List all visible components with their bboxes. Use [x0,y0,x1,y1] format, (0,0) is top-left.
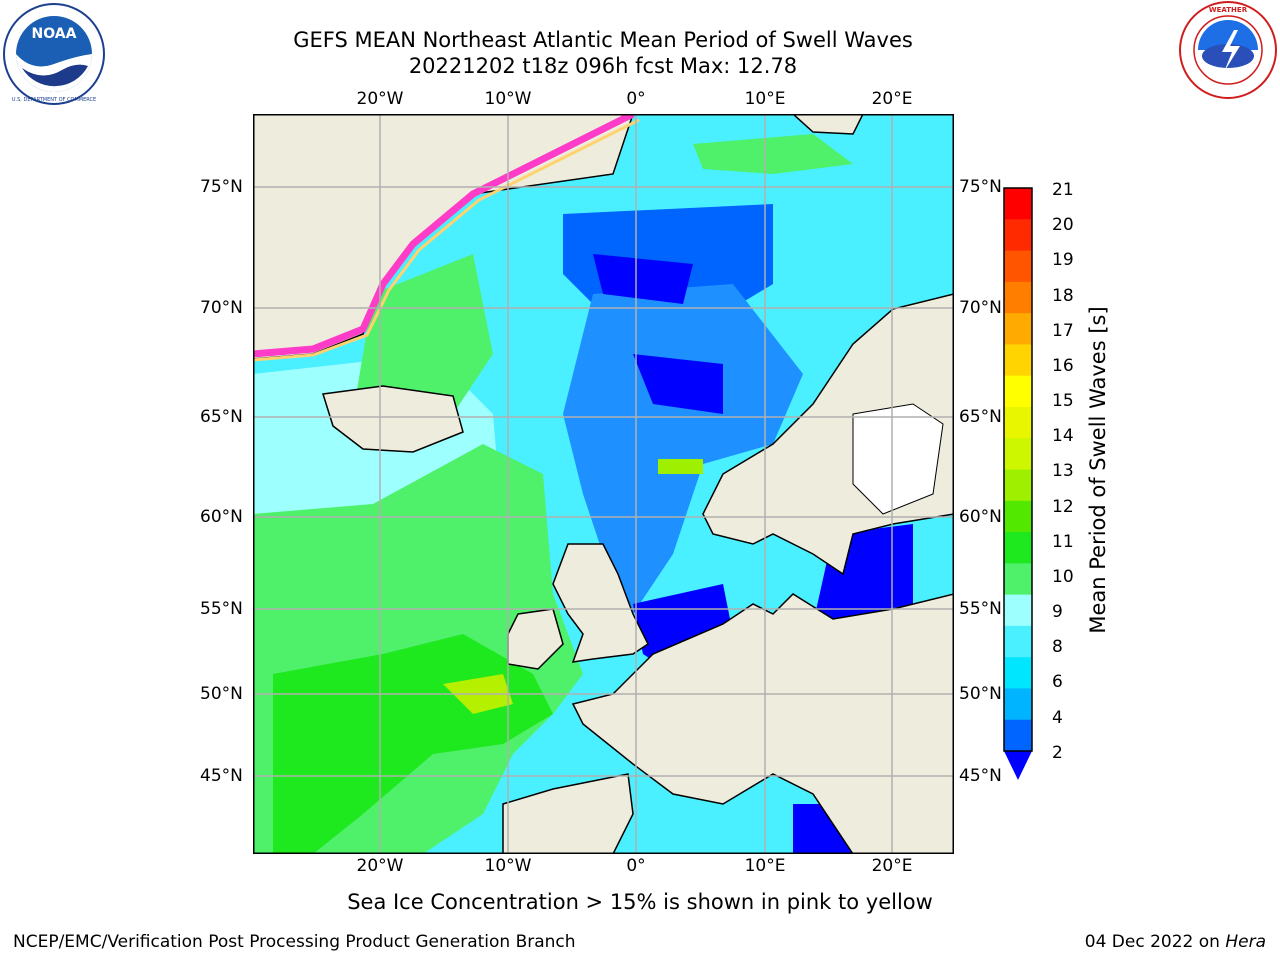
colorbar-tick-16: 16 [1052,356,1074,376]
svalbard [791,114,864,135]
lon-label-bottom-20e: 20°E [871,856,913,876]
colorbar-tick-9: 9 [1052,602,1063,622]
svg-text:U.S. DEPARTMENT OF COMMERCE: U.S. DEPARTMENT OF COMMERCE [12,97,96,103]
colorbar-band [1004,719,1032,752]
colorbar-band [1004,688,1032,721]
lat-label-right-65: 65°N [959,407,1002,427]
lat-label-left-50: 50°N [200,684,243,704]
iberian-peninsula [502,773,634,854]
colorbar-band [1004,313,1032,345]
colorbar-band [1004,469,1032,502]
colorbar-band [1004,594,1032,627]
colorbar-band [1004,438,1032,470]
lat-label-right-70: 70°N [959,298,1002,318]
colorbar-tick-11: 11 [1052,532,1074,552]
chart-title: GEFS MEAN Northeast Atlantic Mean Period… [293,28,913,52]
lat-label-right-75: 75°N [959,177,1002,197]
colorbar-tick-19: 19 [1052,250,1074,270]
colorbar-tick-18: 18 [1052,286,1074,306]
swell-zone-norwegian-sea [563,284,803,614]
sea-ice-gulf-bothnia [852,403,944,515]
lon-label-bottom-10e: 10°E [744,856,786,876]
colorbar [1003,187,1033,780]
colorbar-tick-15: 15 [1052,391,1074,411]
colorbar-tick-21: 21 [1052,180,1074,200]
colorbar-tick-17: 17 [1052,321,1074,341]
sea-ice-note: Sea Ice Concentration > 15% is shown in … [347,890,933,914]
swell-zone-barents [693,134,853,174]
lon-label-bottom-0: 0° [626,856,646,876]
lat-label-left-70: 70°N [200,298,243,318]
colorbar-band [1004,625,1032,658]
map-plot [253,114,954,854]
colorbar-band [1004,375,1032,408]
footer-date: 04 Dec 2022 on Hera [1085,932,1266,952]
svg-text:WEATHER: WEATHER [1209,6,1248,14]
svg-text:NOAA: NOAA [32,26,77,42]
noaa-logo: NOAA U.S. DEPARTMENT OF COMMERCE [3,3,105,105]
lat-label-left-75: 75°N [200,177,243,197]
swell-zone-12 [658,459,703,474]
lon-label-bottom-20w: 20°W [356,856,404,876]
lat-label-left-65: 65°N [200,407,243,427]
lon-label-top-20e: 20°E [871,89,913,109]
lat-label-right-50: 50°N [959,684,1002,704]
footer-date-text: 04 Dec 2022 on [1084,932,1226,952]
footer-host: Hera [1225,932,1266,952]
map-frame [253,114,954,854]
colorbar-band [1004,250,1032,283]
lat-label-left-60: 60°N [200,507,243,527]
national-weather-service-logo: WEATHER [1179,1,1277,99]
colorbar-tick-12: 12 [1052,497,1074,517]
footer-credit: NCEP/EMC/Verification Post Processing Pr… [13,932,576,952]
colorbar-tick-8: 8 [1052,637,1063,657]
colorbar-tick-2: 2 [1052,743,1063,763]
colorbar-band [1004,219,1032,252]
colorbar-band [1004,406,1032,439]
colorbar-title: Mean Period of Swell Waves [s] [1086,306,1110,634]
lon-label-top-10e: 10°E [744,89,786,109]
lon-label-top-20w: 20°W [356,89,404,109]
colorbar-tick-4: 4 [1052,708,1063,728]
colorbar-tick-20: 20 [1052,215,1074,235]
sea-ice-edge-outer [253,118,640,362]
colorbar-bands [1004,188,1032,752]
colorbar-band [1004,657,1032,689]
colorbar-band [1004,500,1032,533]
lat-label-right-45: 45°N [959,766,1002,786]
chart-subtitle: 20221202 t18z 096h fcst Max: 12.78 [408,54,798,78]
lon-label-top-10w: 10°W [484,89,532,109]
colorbar-tick-6: 6 [1052,672,1063,692]
lat-label-right-60: 60°N [959,507,1002,527]
lat-label-right-55: 55°N [959,599,1002,619]
lat-label-left-55: 55°N [200,599,243,619]
swell-zone-2-4-b [593,254,693,304]
colorbar-band [1004,532,1032,564]
colorbar-band [1004,188,1032,220]
colorbar-tick-14: 14 [1052,426,1074,446]
graticule [253,114,954,854]
colorbar-tick-13: 13 [1052,461,1074,481]
lon-label-bottom-10w: 10°W [484,856,532,876]
colorbar-band [1004,281,1032,314]
colorbar-band [1004,563,1032,596]
iceland [322,385,464,453]
lat-label-left-45: 45°N [200,766,243,786]
swell-zone-2-4-a [633,354,723,414]
lon-label-top-0: 0° [626,89,646,109]
colorbar-min-extension [1004,751,1032,780]
colorbar-frame [1003,187,1033,752]
continental-europe [571,593,954,854]
sea-ice-edge [253,114,635,358]
colorbar-band [1004,344,1032,377]
colorbar-tick-10: 10 [1052,567,1074,587]
